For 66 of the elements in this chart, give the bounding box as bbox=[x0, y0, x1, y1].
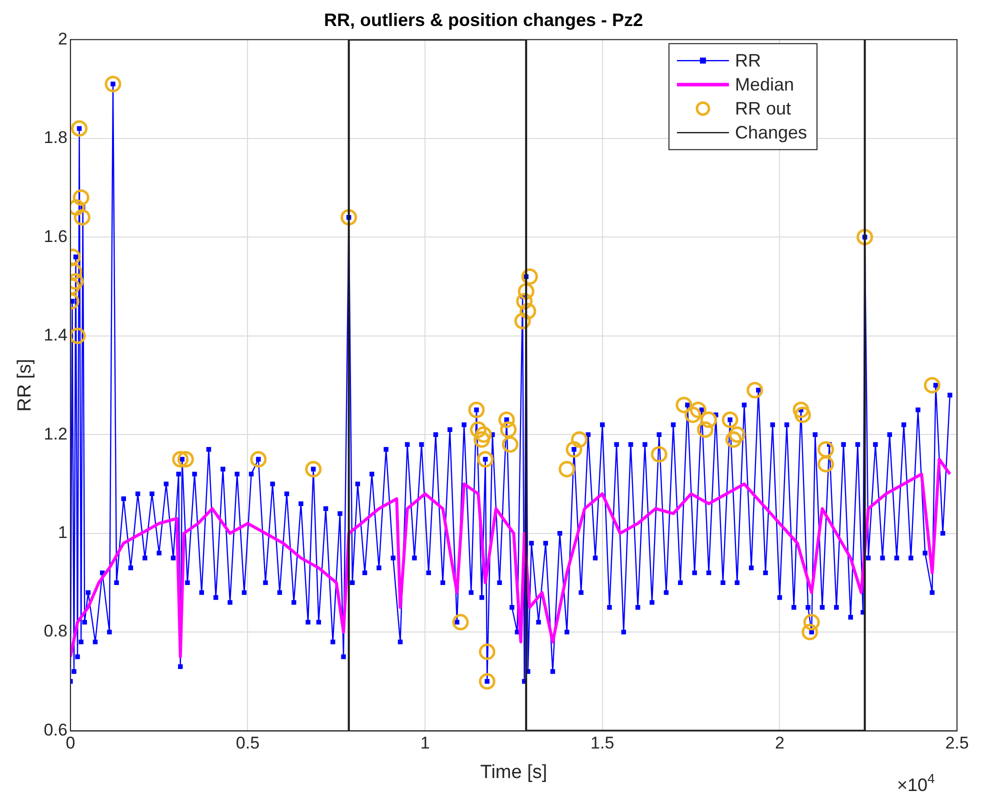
chart-title: RR, outliers & position changes - Pz2 bbox=[324, 10, 644, 30]
point bbox=[305, 460, 322, 478]
point bbox=[794, 406, 811, 424]
point bbox=[474, 431, 490, 448]
point bbox=[70, 328, 86, 344]
point bbox=[475, 426, 492, 443]
y-tick-label: 1.2 bbox=[44, 424, 68, 444]
point bbox=[856, 228, 874, 246]
point bbox=[690, 402, 706, 418]
point bbox=[722, 412, 738, 428]
point bbox=[104, 76, 122, 92]
y-tick-label: 1.8 bbox=[44, 128, 68, 148]
point bbox=[502, 436, 518, 453]
point bbox=[72, 189, 90, 206]
point bbox=[728, 426, 746, 443]
point bbox=[802, 624, 818, 640]
legend-label: Changes bbox=[734, 122, 808, 143]
point bbox=[468, 402, 485, 418]
point bbox=[725, 431, 742, 448]
point bbox=[558, 460, 576, 478]
point bbox=[746, 382, 764, 398]
y-tick-label: 0.6 bbox=[44, 720, 68, 740]
legend-label: Median bbox=[734, 74, 794, 95]
legend-label: RR out bbox=[734, 98, 791, 119]
point bbox=[818, 441, 834, 458]
x-tick-label: 1 bbox=[420, 734, 430, 753]
y-tick-label: 1.6 bbox=[44, 226, 68, 246]
point bbox=[518, 283, 534, 300]
point bbox=[516, 293, 533, 310]
point bbox=[818, 456, 834, 472]
point bbox=[684, 406, 702, 424]
point bbox=[177, 451, 194, 468]
point bbox=[700, 412, 718, 428]
point bbox=[478, 673, 496, 690]
point bbox=[477, 451, 494, 468]
point bbox=[340, 209, 358, 226]
point bbox=[571, 431, 588, 448]
point bbox=[803, 614, 820, 630]
point bbox=[250, 451, 267, 468]
x-tick-label: 0.5 bbox=[236, 734, 260, 753]
point bbox=[478, 644, 496, 660]
x-tick-label: 2 bbox=[774, 734, 784, 753]
y-tick-label: 2 bbox=[58, 29, 68, 48]
x-axis-title: Time [s] bbox=[480, 762, 548, 783]
point bbox=[452, 614, 469, 630]
point bbox=[676, 396, 692, 414]
point bbox=[172, 451, 189, 468]
y-tick-label: 0.8 bbox=[44, 622, 68, 641]
legend-label: RR bbox=[734, 50, 761, 71]
point bbox=[74, 209, 90, 226]
y-tick-label: 1 bbox=[58, 523, 68, 542]
x-tick-label: 1.5 bbox=[590, 734, 614, 753]
y-axis-title: RR [s] bbox=[14, 358, 36, 412]
point bbox=[500, 421, 517, 438]
point bbox=[924, 376, 940, 394]
y-tick-label: 1.4 bbox=[44, 326, 68, 345]
point bbox=[514, 312, 531, 330]
point bbox=[566, 441, 582, 458]
point bbox=[792, 402, 810, 418]
point bbox=[650, 446, 668, 463]
x-tick-label: 2.5 bbox=[945, 734, 969, 753]
point bbox=[498, 412, 515, 428]
x-tick-label: 0 bbox=[66, 734, 76, 753]
point bbox=[470, 421, 487, 438]
point bbox=[696, 421, 714, 438]
point bbox=[71, 120, 88, 137]
